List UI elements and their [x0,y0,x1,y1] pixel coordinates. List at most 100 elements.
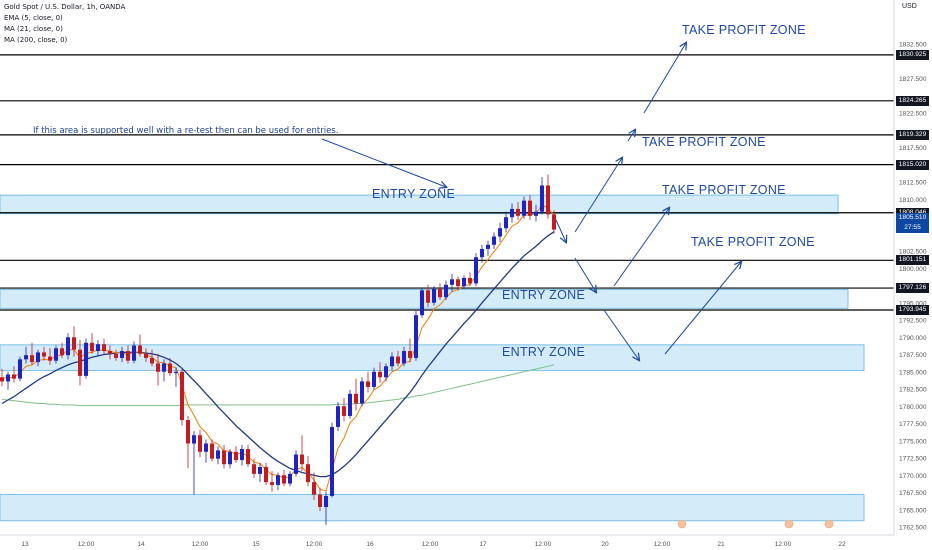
candle[interactable] [252,458,256,479]
candle[interactable] [258,462,262,483]
candle[interactable] [384,363,388,382]
candle[interactable] [336,402,340,432]
candle[interactable] [168,357,172,376]
candle[interactable] [300,435,304,472]
candle[interactable] [174,367,178,387]
candle[interactable] [474,253,478,287]
candle[interactable] [444,280,448,300]
candle[interactable] [162,359,166,382]
candle[interactable] [222,444,226,469]
candle[interactable] [150,349,154,367]
candle[interactable] [348,389,352,419]
candle[interactable] [126,345,130,364]
candle[interactable] [312,472,316,501]
candle[interactable] [288,471,292,487]
candle[interactable] [66,333,70,360]
candle[interactable] [54,345,58,364]
candle[interactable] [198,429,202,458]
candle[interactable] [246,444,250,467]
candle[interactable] [504,211,508,233]
candle[interactable] [234,446,238,463]
candle[interactable] [390,352,394,371]
candle[interactable] [156,353,160,386]
candle[interactable] [456,276,460,291]
candle[interactable] [486,240,490,256]
candle[interactable] [48,348,52,365]
candle[interactable] [36,349,40,367]
candle[interactable] [546,174,550,219]
candle[interactable] [186,415,190,469]
candle[interactable] [60,342,64,358]
candle[interactable] [210,439,214,462]
candle[interactable] [306,455,310,487]
candle[interactable] [30,342,34,365]
event-flags[interactable] [677,519,834,529]
candle[interactable] [360,377,364,407]
candle[interactable] [276,472,280,491]
candle[interactable] [330,422,334,498]
candle[interactable] [18,356,22,382]
candle[interactable] [402,346,406,367]
candle[interactable] [510,203,514,223]
candle[interactable] [354,378,358,411]
candle[interactable] [228,449,232,469]
candle[interactable] [420,287,424,318]
candle[interactable] [432,286,436,306]
candle[interactable] [498,222,502,243]
candle[interactable] [84,338,88,379]
zone-rect[interactable] [0,494,865,522]
ma200-line[interactable] [1,364,555,407]
candle[interactable] [180,368,184,426]
candle[interactable] [0,368,4,387]
candle[interactable] [144,348,148,363]
candle[interactable] [90,333,94,354]
candle[interactable] [366,371,370,393]
candle[interactable] [468,272,472,287]
candle[interactable] [270,471,274,492]
zone-rect[interactable] [0,194,839,215]
candle[interactable] [480,244,484,263]
candle[interactable] [414,311,418,361]
candle[interactable] [138,334,142,357]
candle[interactable] [192,431,196,495]
candle[interactable] [72,326,76,357]
candle[interactable] [42,346,46,361]
candle[interactable] [24,346,28,364]
candle[interactable] [6,371,10,390]
ma200-legend[interactable]: MA (200, close, 0) [4,36,68,44]
candle[interactable] [540,177,544,215]
candle[interactable] [342,397,346,422]
candle[interactable] [216,446,220,465]
candle[interactable] [12,366,16,383]
candle[interactable] [378,362,382,383]
candle[interactable] [450,273,454,292]
candle[interactable] [204,439,208,463]
candle[interactable] [114,349,118,361]
candle[interactable] [426,284,430,307]
candle[interactable] [294,450,298,477]
candle[interactable] [372,367,376,390]
candle[interactable] [282,469,286,487]
candle[interactable] [462,275,466,289]
candle[interactable] [264,462,268,485]
candle[interactable] [552,210,556,234]
candle[interactable] [102,338,106,356]
candle[interactable] [120,346,124,363]
candle[interactable] [408,338,412,363]
candle[interactable] [78,340,82,386]
candle[interactable] [492,232,496,249]
candle[interactable] [96,340,100,357]
candle[interactable] [396,351,400,367]
candle[interactable] [534,204,538,222]
candle[interactable] [528,195,532,220]
candle[interactable] [324,491,328,525]
candle[interactable] [438,283,442,300]
candle[interactable] [516,202,520,220]
ma21-legend[interactable]: MA (21, close, 0) [4,25,63,33]
ma21-line[interactable] [1,231,555,478]
candle[interactable] [522,196,526,219]
ema-legend[interactable]: EMA (5, close, 0) [4,14,63,22]
candle[interactable] [108,345,112,360]
candle[interactable] [240,444,244,466]
